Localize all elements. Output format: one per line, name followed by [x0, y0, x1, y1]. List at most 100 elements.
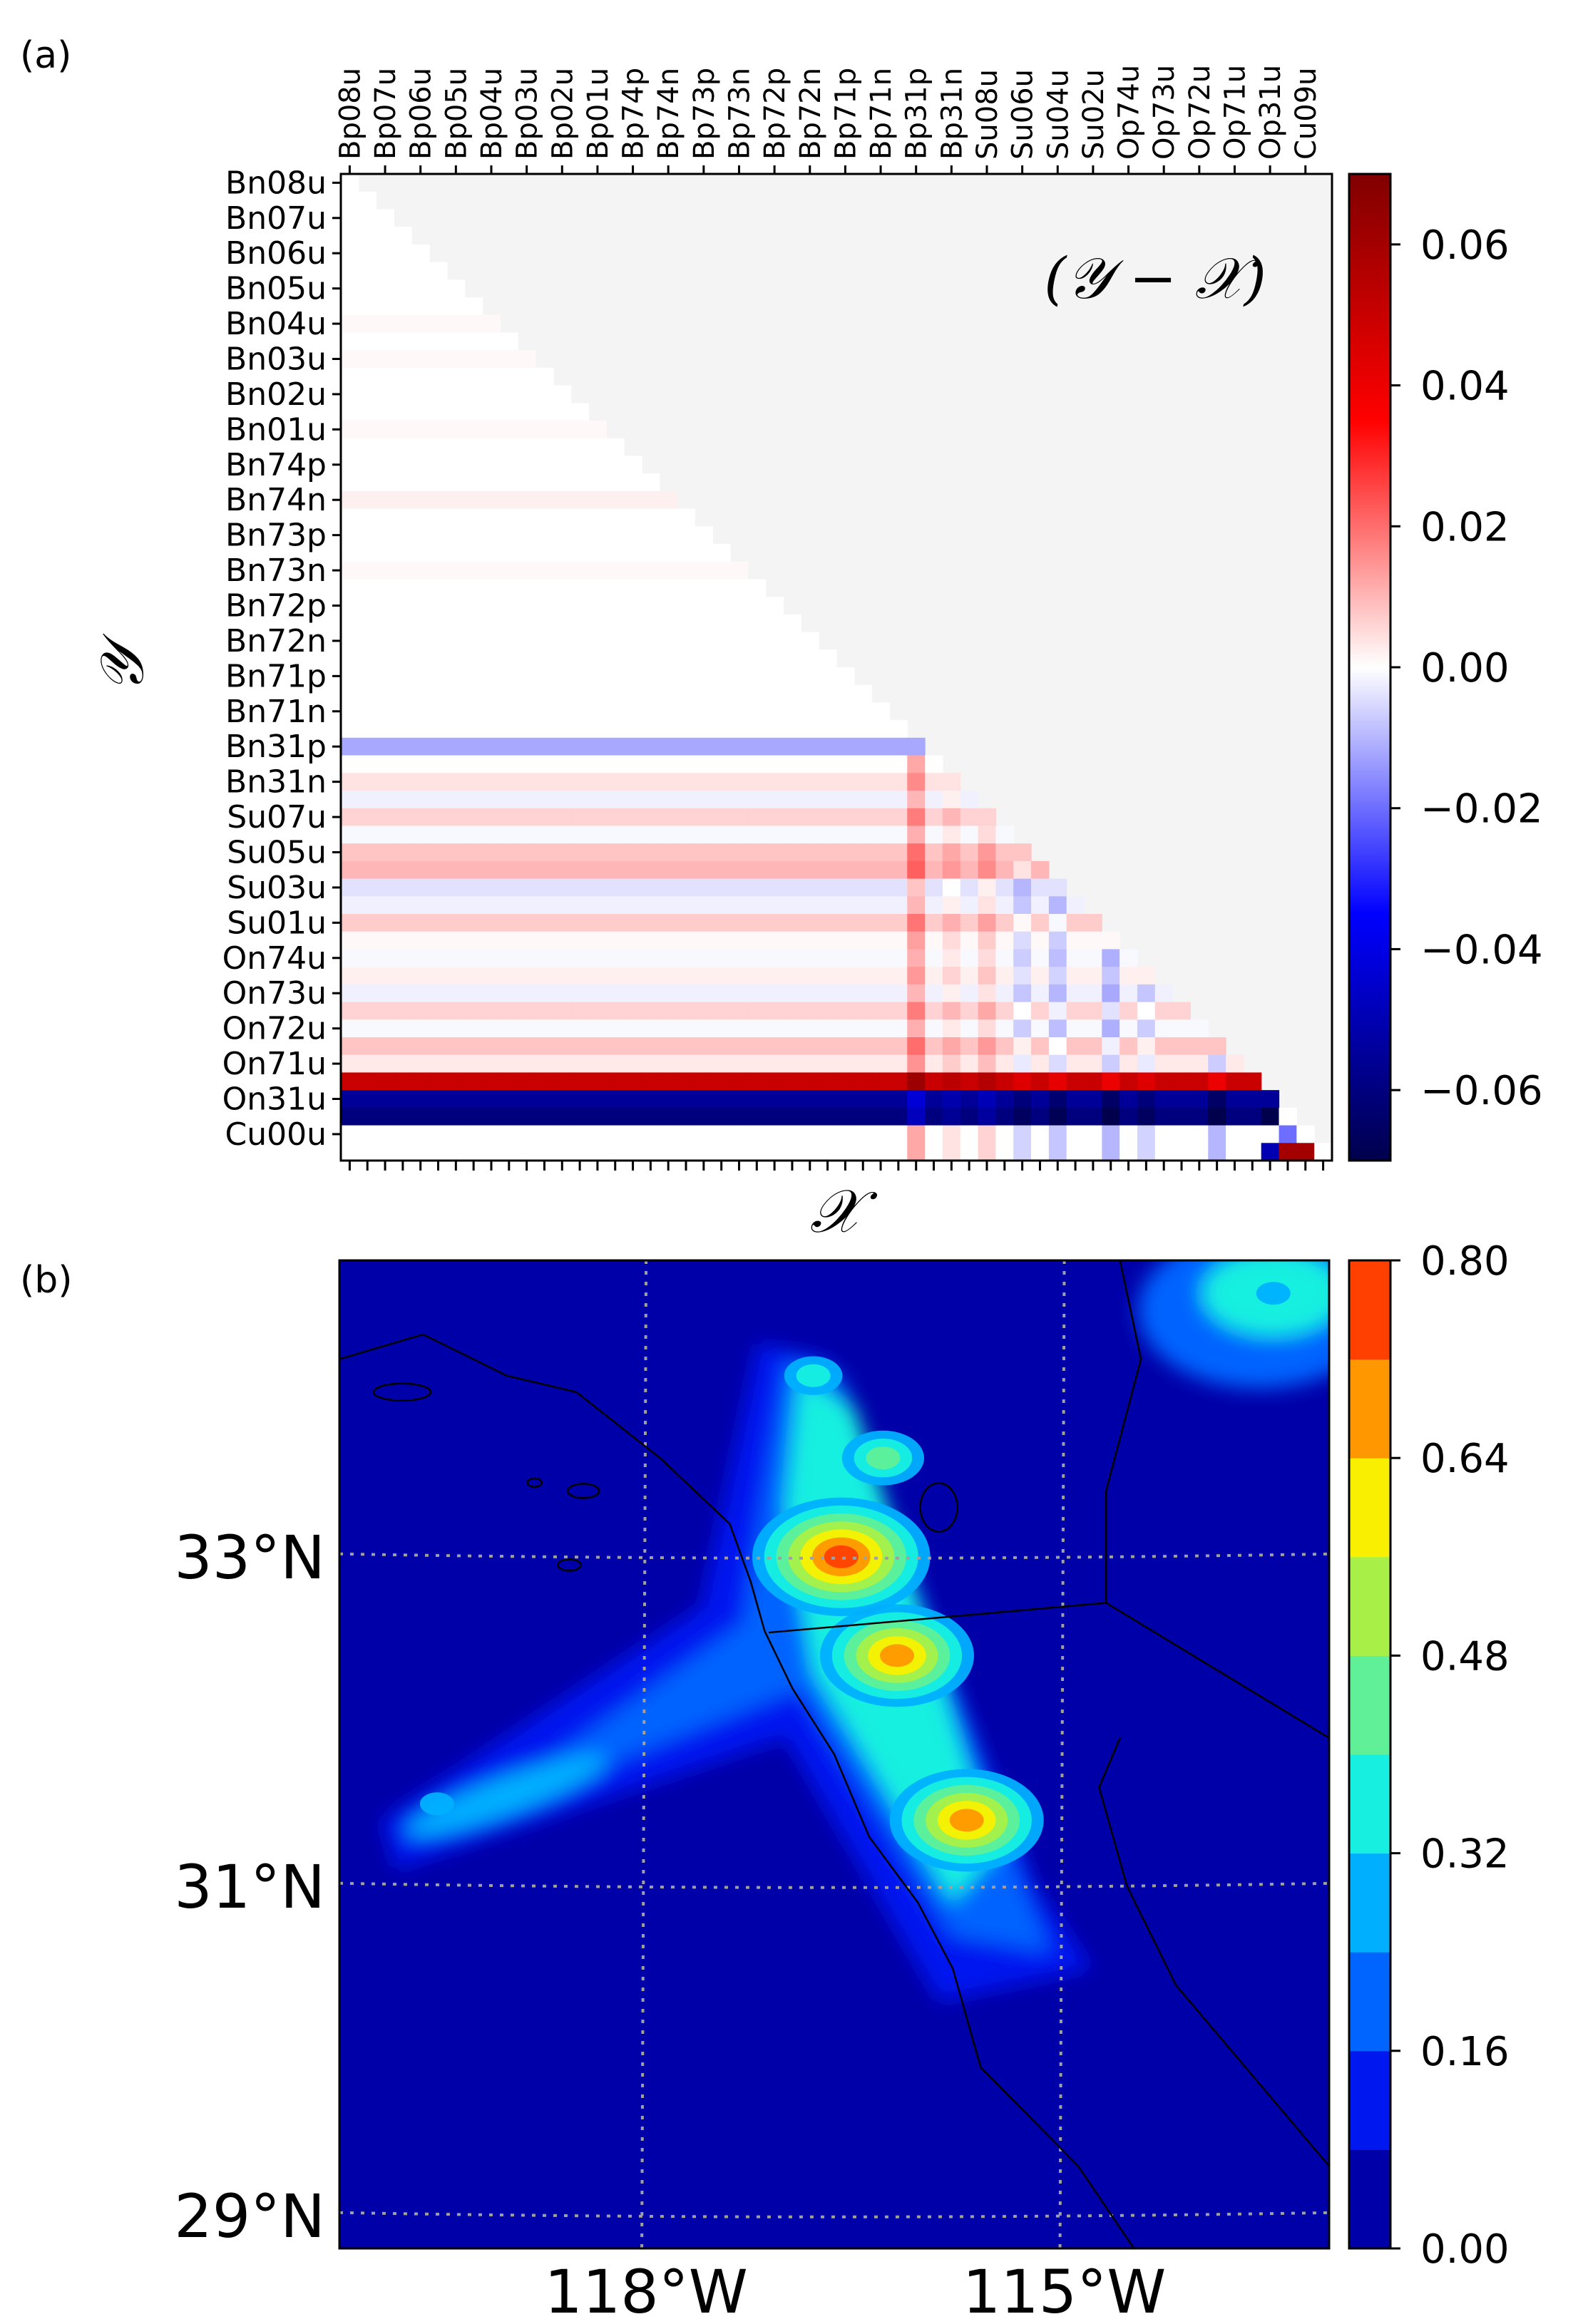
heatmap-cell: [376, 508, 395, 527]
y-tick-label: Bn08u: [225, 165, 327, 201]
heatmap-cell: [641, 984, 660, 1003]
x-axis-ticks: Bp08u Bp07u Bp06u Bp05u Bp04u Bp03u Bp02u Bp01u…: [334, 65, 1325, 1171]
heatmap-cell: [1226, 1090, 1244, 1109]
heatmap-cell: [641, 878, 660, 897]
heatmap-cell: [1120, 1054, 1138, 1074]
heatmap-cell: [464, 1054, 483, 1074]
heatmap-cell: [570, 456, 590, 474]
graticule-parallel: [339, 2211, 1329, 2218]
field-hotspot: [879, 1644, 914, 1667]
border-colorado-river: [1105, 1260, 1142, 1603]
heatmap-cell: [588, 896, 607, 915]
heatmap-cell: [518, 755, 536, 773]
heatmap-cell: [854, 1125, 873, 1143]
heatmap-cell: [1013, 843, 1032, 862]
heatmap-cell: [464, 931, 483, 950]
heatmap-cell: [907, 1019, 926, 1038]
heatmap-cell: [641, 597, 660, 615]
heatmap-cell: [1279, 1107, 1297, 1126]
heatmap-cell: [836, 1090, 855, 1109]
heatmap-cell: [429, 808, 448, 827]
heatmap-cell: [429, 914, 448, 932]
heatmap-cell: [801, 808, 819, 827]
heatmap-cell: [429, 403, 448, 421]
heatmap-cell: [518, 561, 536, 580]
heatmap-cell: [730, 561, 749, 580]
heatmap-cell: [1066, 1107, 1085, 1126]
heatmap-panel-a: Bp08u Bp07u Bp06u Bp05u Bp04u Bp03u Bp02u Bp01u…: [87, 65, 1543, 1246]
heatmap-cell: [376, 262, 395, 280]
heatmap-cell: [446, 1125, 466, 1143]
heatmap-cell: [783, 1125, 801, 1143]
heatmap-cell: [978, 967, 996, 985]
heatmap-cell: [518, 438, 536, 457]
heatmap-cell: [677, 614, 696, 633]
heatmap-cell: [659, 984, 678, 1003]
heatmap-cell: [464, 755, 483, 773]
heatmap-cell: [588, 791, 607, 809]
heatmap-cell: [1031, 1107, 1050, 1126]
heatmap-cell: [1084, 1107, 1102, 1126]
heatmap-cell: [641, 561, 660, 580]
heatmap-cell: [606, 702, 625, 721]
heatmap-cell: [341, 209, 359, 227]
heatmap-cell: [1031, 1072, 1050, 1091]
heatmap-cell: [376, 949, 395, 967]
heatmap-cell: [641, 737, 660, 756]
colorbar-b-segment: [1349, 2149, 1390, 2249]
heatmap-cell: [411, 297, 430, 316]
heatmap-cell: [712, 791, 731, 809]
heatmap-cell: [358, 737, 377, 756]
heatmap-cell: [641, 508, 660, 527]
heatmap-cell: [747, 1019, 767, 1038]
heatmap-cell: [446, 1072, 466, 1091]
heatmap-cell: [889, 737, 908, 756]
heatmap-cell: [765, 614, 784, 633]
heatmap-cell: [677, 808, 696, 827]
heatmap-cell: [464, 314, 483, 334]
heatmap-cell: [536, 456, 554, 474]
heatmap-cell: [1084, 1054, 1102, 1074]
heatmap-cell: [570, 1090, 590, 1109]
heatmap-cell: [518, 843, 536, 862]
heatmap-cell: [907, 1054, 926, 1074]
heatmap-cell: [942, 860, 961, 880]
heatmap-cell: [942, 1107, 961, 1126]
heatmap-cell: [464, 579, 483, 597]
heatmap-cell: [641, 826, 660, 844]
heatmap-cell: [482, 314, 501, 334]
heatmap-cell: [730, 614, 749, 633]
heatmap-cell: [358, 1143, 377, 1161]
heatmap-cell: [1066, 1125, 1085, 1143]
heatmap-cell: [677, 967, 696, 985]
heatmap-cell: [659, 684, 678, 704]
heatmap-cell: [1243, 1143, 1262, 1161]
heatmap-cell: [536, 544, 554, 562]
heatmap-cell: [376, 244, 395, 263]
heatmap-cell: [1279, 1125, 1297, 1143]
heatmap-cell: [1048, 1143, 1067, 1161]
heatmap-cell: [429, 421, 448, 439]
heatmap-cell: [570, 597, 590, 615]
heatmap-cell: [482, 967, 501, 985]
heatmap-cell: [871, 1090, 891, 1109]
heatmap-cell: [429, 614, 448, 633]
heatmap-cell: [429, 1054, 448, 1074]
heatmap-cell: [836, 737, 855, 756]
heatmap-cell: [1154, 1054, 1174, 1074]
heatmap-cell: [925, 755, 943, 773]
heatmap-cell: [695, 1072, 713, 1091]
heatmap-cell: [570, 773, 590, 791]
heatmap-cell: [641, 490, 660, 510]
heatmap-cell: [570, 1019, 590, 1038]
heatmap-cell: [907, 1125, 926, 1143]
heatmap-cell: [1102, 967, 1120, 985]
heatmap-cell: [394, 984, 412, 1003]
heatmap-cell: [677, 544, 696, 562]
heatmap-cell: [819, 931, 837, 950]
heatmap-cell: [536, 421, 554, 439]
heatmap-cell: [712, 808, 731, 827]
heatmap-cell: [500, 896, 518, 915]
heatmap-cell: [588, 473, 607, 492]
